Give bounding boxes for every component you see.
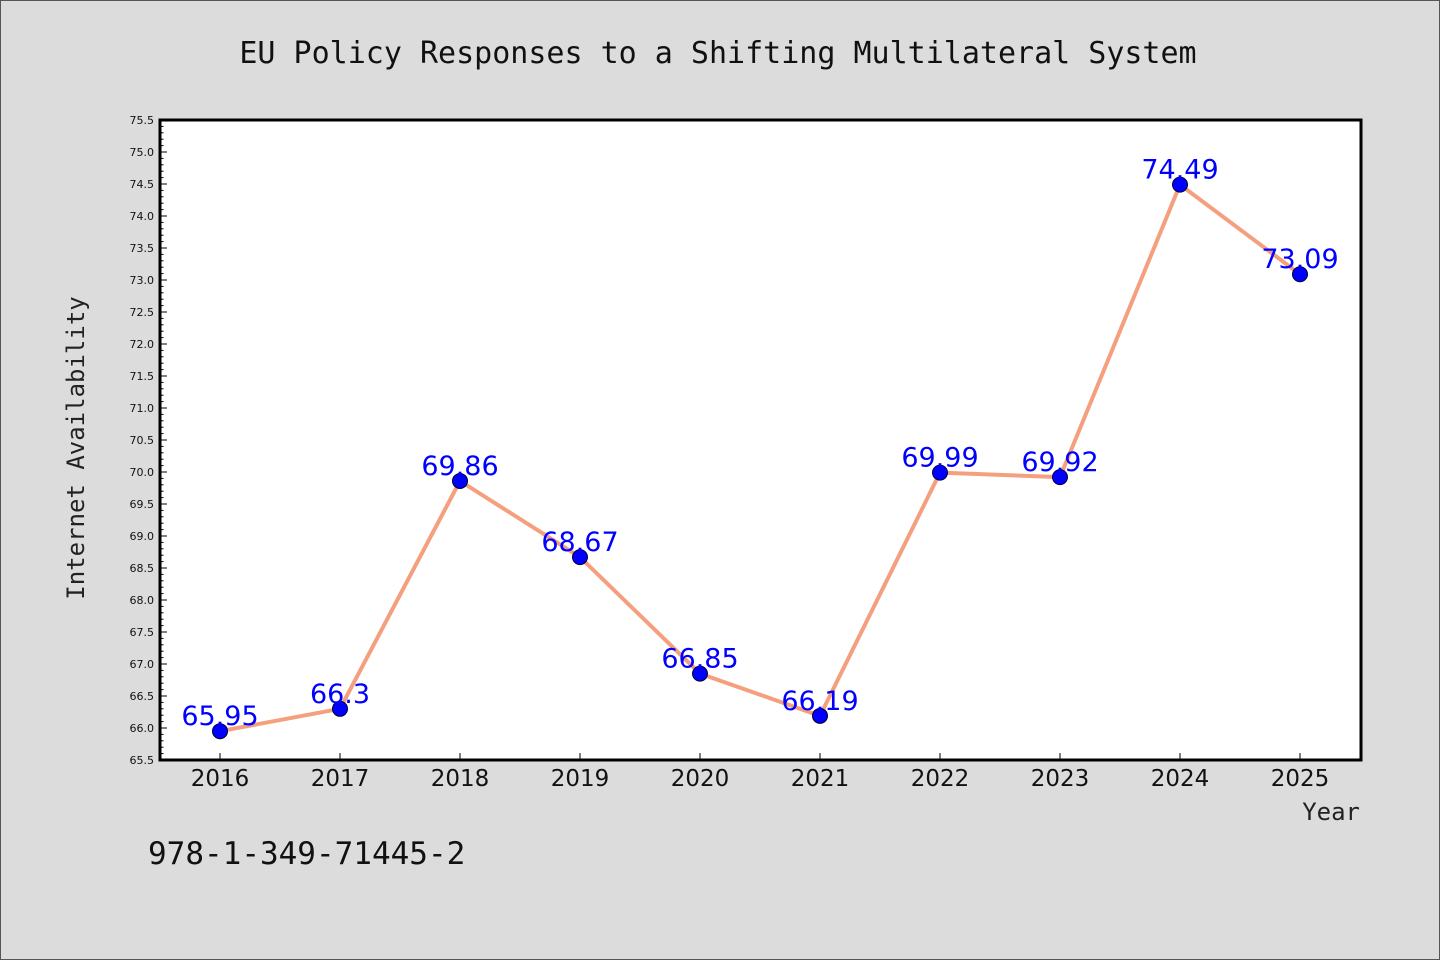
data-point <box>1172 176 1188 193</box>
y-tick-label: 66.5 <box>130 690 155 703</box>
y-tick-label: 66.0 <box>130 722 155 735</box>
data-point <box>572 549 588 566</box>
data-label: 69.86 <box>421 451 498 482</box>
x-axis-label: Year <box>1302 798 1360 826</box>
y-tick-label: 75.0 <box>130 146 155 159</box>
data-label: 65.95 <box>181 701 258 732</box>
y-tick-label: 71.5 <box>130 370 155 383</box>
x-tick-label: 2016 <box>191 766 250 792</box>
data-label: 69.99 <box>901 443 978 474</box>
series-line <box>219 182 1302 734</box>
y-tick-label: 69.5 <box>130 498 155 511</box>
x-tick-label: 2020 <box>671 766 730 792</box>
y-tick-label: 72.0 <box>130 338 155 351</box>
x-tick-label: 2022 <box>911 766 970 792</box>
y-tick-label: 70.5 <box>130 434 155 447</box>
data-label: 66.19 <box>781 686 858 717</box>
data-label: 68.67 <box>541 527 618 558</box>
x-tick-label: 2018 <box>431 766 490 792</box>
y-tick-label: 71.0 <box>130 402 155 415</box>
y-tick-label: 73.5 <box>130 242 155 255</box>
y-tick-label: 74.0 <box>130 210 155 223</box>
data-point <box>212 723 228 740</box>
y-tick-label: 72.5 <box>130 306 155 319</box>
data-point <box>692 665 708 682</box>
y-axis-label: Internet Availability <box>62 296 90 599</box>
x-tick-label: 2019 <box>551 766 610 792</box>
isbn-annotation: 978-1-349-71445-2 <box>148 836 465 872</box>
data-label: 73.09 <box>1261 244 1338 275</box>
x-tick-label: 2025 <box>1271 766 1330 792</box>
x-tick-label: 2017 <box>311 766 370 792</box>
data-point <box>1292 266 1308 283</box>
y-tick-label: 65.5 <box>130 754 155 767</box>
y-tick-label: 67.0 <box>130 658 155 671</box>
x-tick-label: 2021 <box>791 766 850 792</box>
y-tick-label: 68.5 <box>130 562 155 575</box>
data-label: 66.3 <box>310 679 370 710</box>
data-label: 66.85 <box>661 644 738 675</box>
y-tick-label: 75.5 <box>130 114 155 127</box>
data-label: 69.92 <box>1021 447 1098 478</box>
y-tick-label: 74.5 <box>130 178 155 191</box>
y-tick-label: 70.0 <box>130 466 155 479</box>
data-point <box>452 472 468 489</box>
plot-frame <box>158 118 1363 762</box>
y-tick-label: 73.0 <box>130 274 155 287</box>
plot-area <box>160 120 1361 760</box>
y-tick-label: 68.0 <box>130 594 155 607</box>
x-tick-label: 2023 <box>1031 766 1090 792</box>
data-point <box>332 700 348 717</box>
chart-title: EU Policy Responses to a Shifting Multil… <box>239 36 1196 71</box>
data-point <box>932 464 948 481</box>
data-point <box>1052 469 1068 486</box>
y-tick-label: 69.0 <box>130 530 155 543</box>
y-tick-label: 67.5 <box>130 626 155 639</box>
data-point <box>812 707 828 724</box>
data-label: 74.49 <box>1141 155 1218 186</box>
x-tick-label: 2024 <box>1151 766 1210 792</box>
